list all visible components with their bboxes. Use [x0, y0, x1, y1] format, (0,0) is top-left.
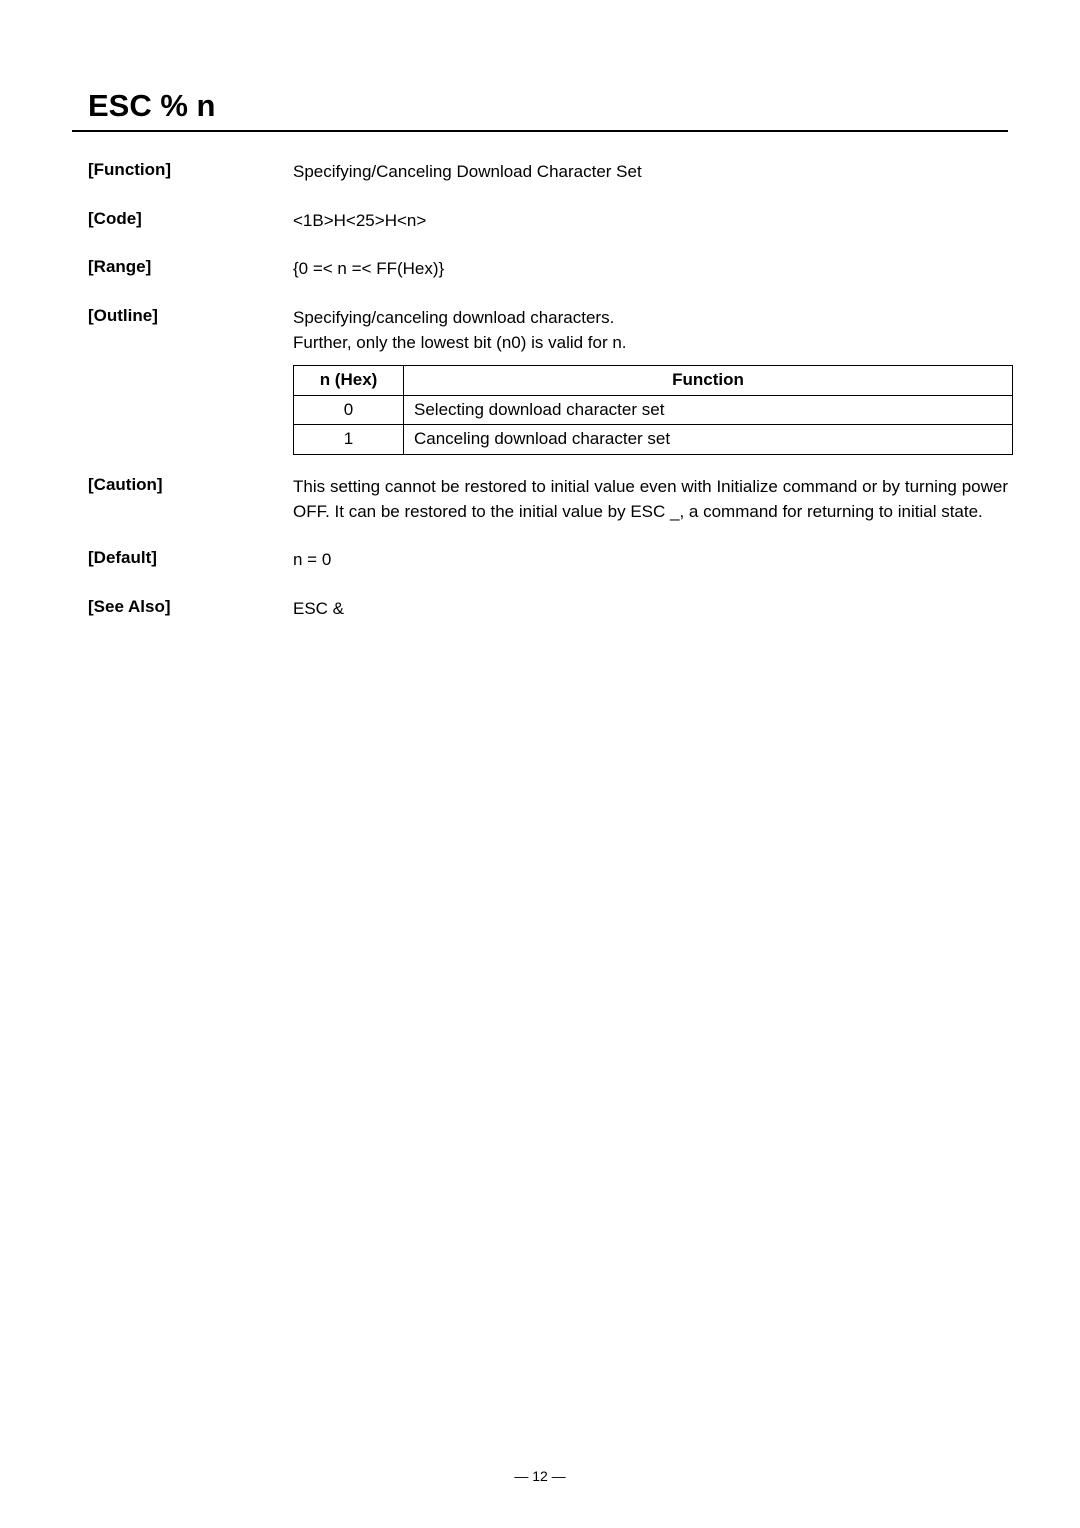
- outline-value: Specifying/canceling download characters…: [293, 306, 1013, 455]
- seealso-value: ESC &: [293, 597, 1008, 622]
- table-row: 0 Selecting download character set: [294, 395, 1013, 425]
- caution-value: This setting cannot be restored to initi…: [293, 475, 1008, 524]
- outline-text: Specifying/canceling download characters…: [293, 306, 1013, 355]
- default-label: [Default]: [88, 548, 293, 573]
- table-header-function: Function: [404, 366, 1013, 396]
- range-value: {0 =< n =< FF(Hex)}: [293, 257, 1008, 282]
- function-table: n (Hex) Function 0 Selecting download ch…: [293, 365, 1013, 455]
- default-value: n = 0: [293, 548, 1008, 573]
- range-row: [Range] {0 =< n =< FF(Hex)}: [88, 257, 1008, 282]
- page-number: — 12 —: [0, 1468, 1080, 1484]
- caution-row: [Caution] This setting cannot be restore…: [88, 475, 1008, 524]
- table-cell-nhex: 1: [294, 425, 404, 455]
- outline-row: [Outline] Specifying/canceling download …: [88, 306, 1008, 455]
- seealso-label: [See Also]: [88, 597, 293, 622]
- table-cell-function: Canceling download character set: [404, 425, 1013, 455]
- range-label: [Range]: [88, 257, 293, 282]
- function-value: Specifying/Canceling Download Character …: [293, 160, 1008, 185]
- seealso-row: [See Also] ESC &: [88, 597, 1008, 622]
- table-header-row: n (Hex) Function: [294, 366, 1013, 396]
- title-section: ESC % n: [72, 88, 1008, 132]
- code-value: <1B>H<25>H<n>: [293, 209, 1008, 234]
- table-header-nhex: n (Hex): [294, 366, 404, 396]
- function-row: [Function] Specifying/Canceling Download…: [88, 160, 1008, 185]
- title-rule: [72, 130, 1008, 132]
- function-label: [Function]: [88, 160, 293, 185]
- table-cell-nhex: 0: [294, 395, 404, 425]
- default-row: [Default] n = 0: [88, 548, 1008, 573]
- code-label: [Code]: [88, 209, 293, 234]
- outline-label: [Outline]: [88, 306, 293, 455]
- command-title: ESC % n: [72, 88, 1008, 130]
- outline-line1: Specifying/canceling download characters…: [293, 306, 1013, 331]
- content: [Function] Specifying/Canceling Download…: [72, 160, 1008, 622]
- table-row: 1 Canceling download character set: [294, 425, 1013, 455]
- outline-line2: Further, only the lowest bit (n0) is val…: [293, 331, 1013, 356]
- table-cell-function: Selecting download character set: [404, 395, 1013, 425]
- code-row: [Code] <1B>H<25>H<n>: [88, 209, 1008, 234]
- caution-label: [Caution]: [88, 475, 293, 524]
